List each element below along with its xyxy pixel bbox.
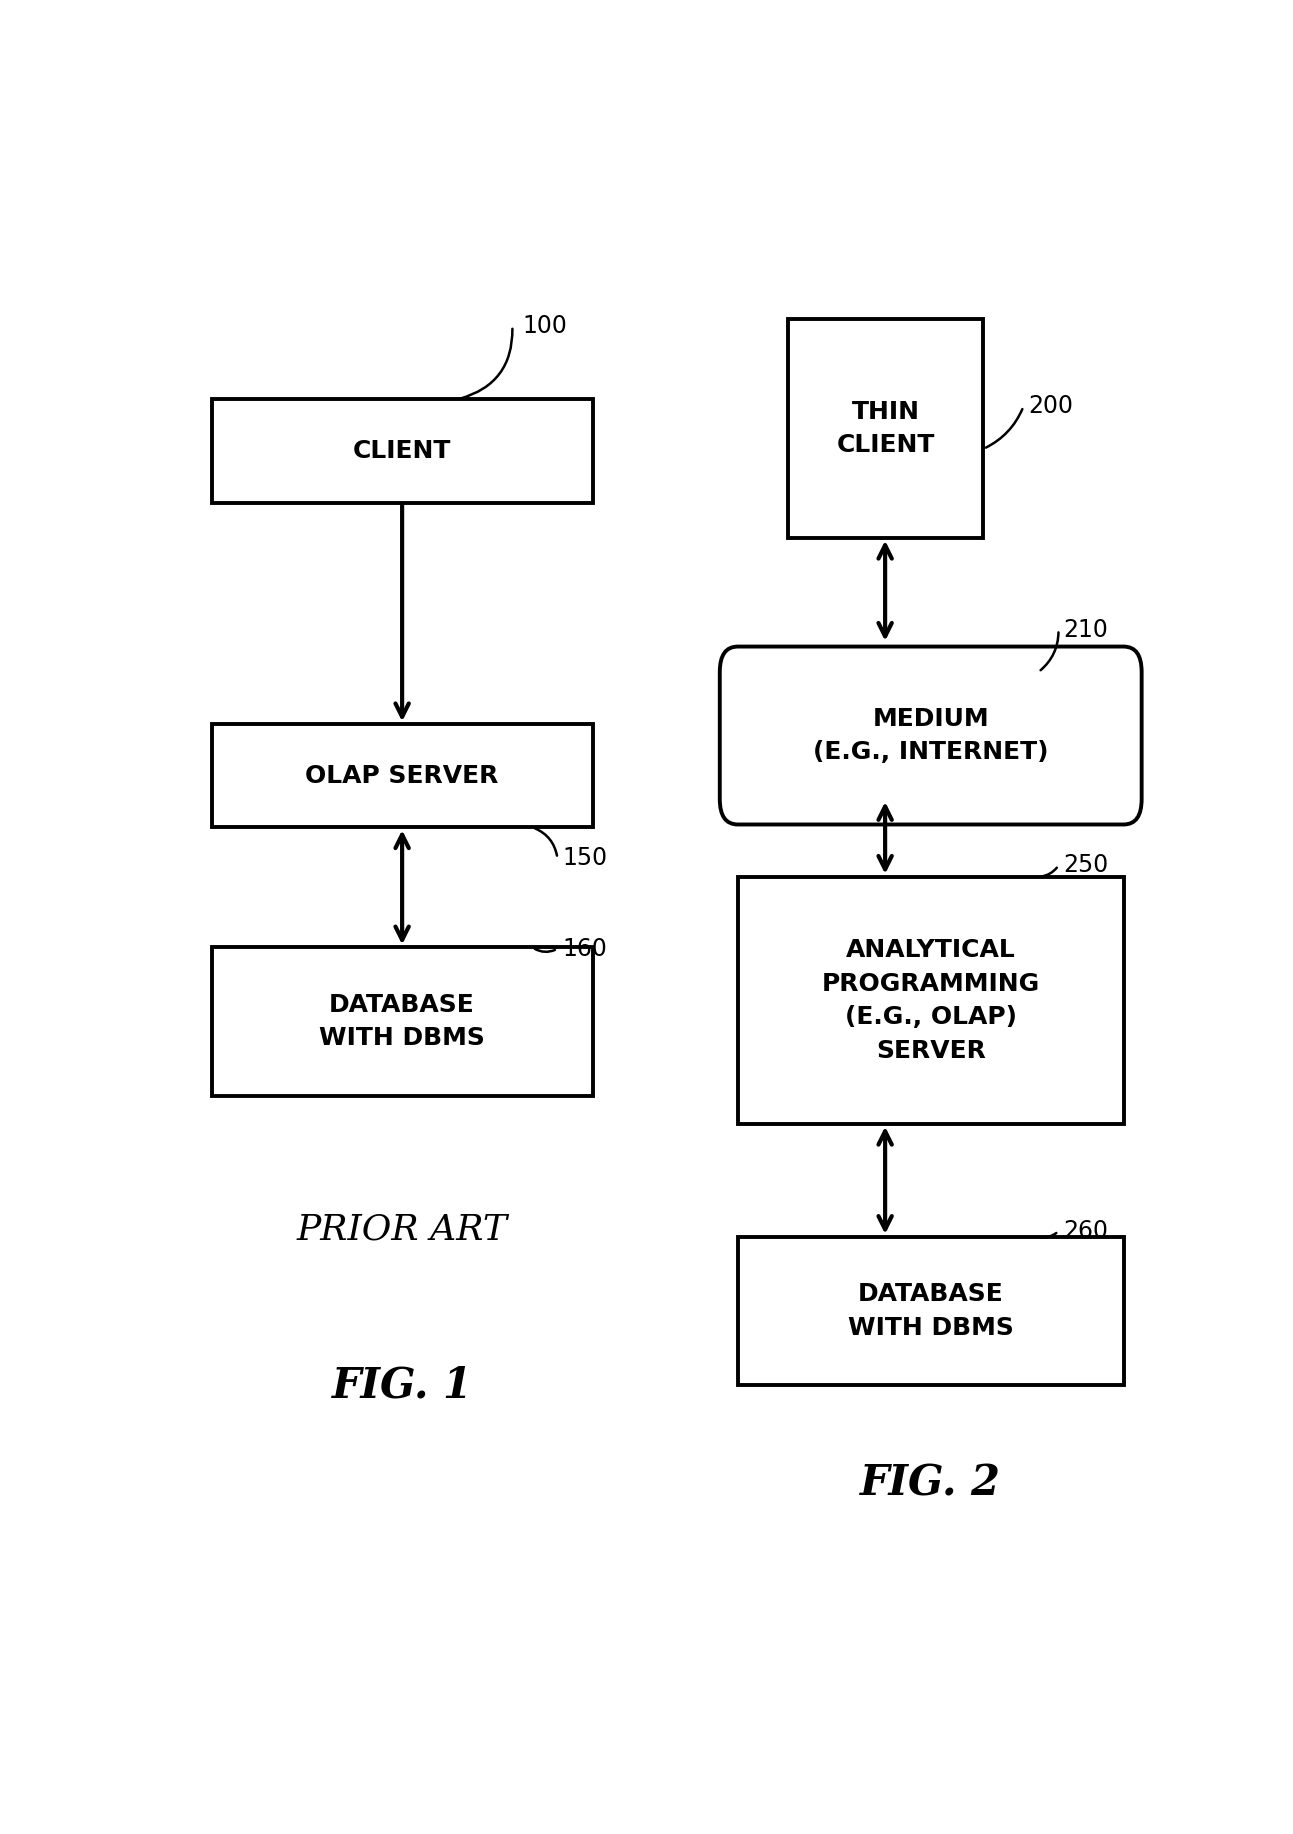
- Text: DATABASE
WITH DBMS: DATABASE WITH DBMS: [319, 992, 485, 1051]
- Text: CLIENT: CLIENT: [353, 438, 451, 462]
- FancyBboxPatch shape: [212, 400, 592, 503]
- Text: FIG. 2: FIG. 2: [860, 1464, 1001, 1506]
- Text: 210: 210: [1064, 618, 1108, 642]
- Text: 200: 200: [1028, 394, 1073, 418]
- Text: FIG. 1: FIG. 1: [331, 1364, 473, 1407]
- FancyBboxPatch shape: [212, 948, 592, 1095]
- Text: 100: 100: [522, 314, 568, 337]
- FancyBboxPatch shape: [720, 647, 1142, 825]
- FancyBboxPatch shape: [738, 1236, 1124, 1385]
- Text: DATABASE
WITH DBMS: DATABASE WITH DBMS: [848, 1282, 1014, 1341]
- Text: PRIOR ART: PRIOR ART: [296, 1212, 508, 1247]
- Text: ANALYTICAL
PROGRAMMING
(E.G., OLAP)
SERVER: ANALYTICAL PROGRAMMING (E.G., OLAP) SERV…: [821, 937, 1040, 1062]
- Text: 260: 260: [1064, 1220, 1108, 1243]
- Text: 250: 250: [1064, 853, 1108, 877]
- FancyBboxPatch shape: [738, 877, 1124, 1124]
- FancyBboxPatch shape: [787, 319, 984, 537]
- Text: 150: 150: [562, 845, 608, 871]
- FancyBboxPatch shape: [212, 724, 592, 827]
- Text: OLAP SERVER: OLAP SERVER: [305, 763, 499, 789]
- Text: MEDIUM
(E.G., INTERNET): MEDIUM (E.G., INTERNET): [813, 706, 1049, 765]
- Text: 160: 160: [562, 937, 608, 961]
- Text: THIN
CLIENT: THIN CLIENT: [837, 400, 935, 457]
